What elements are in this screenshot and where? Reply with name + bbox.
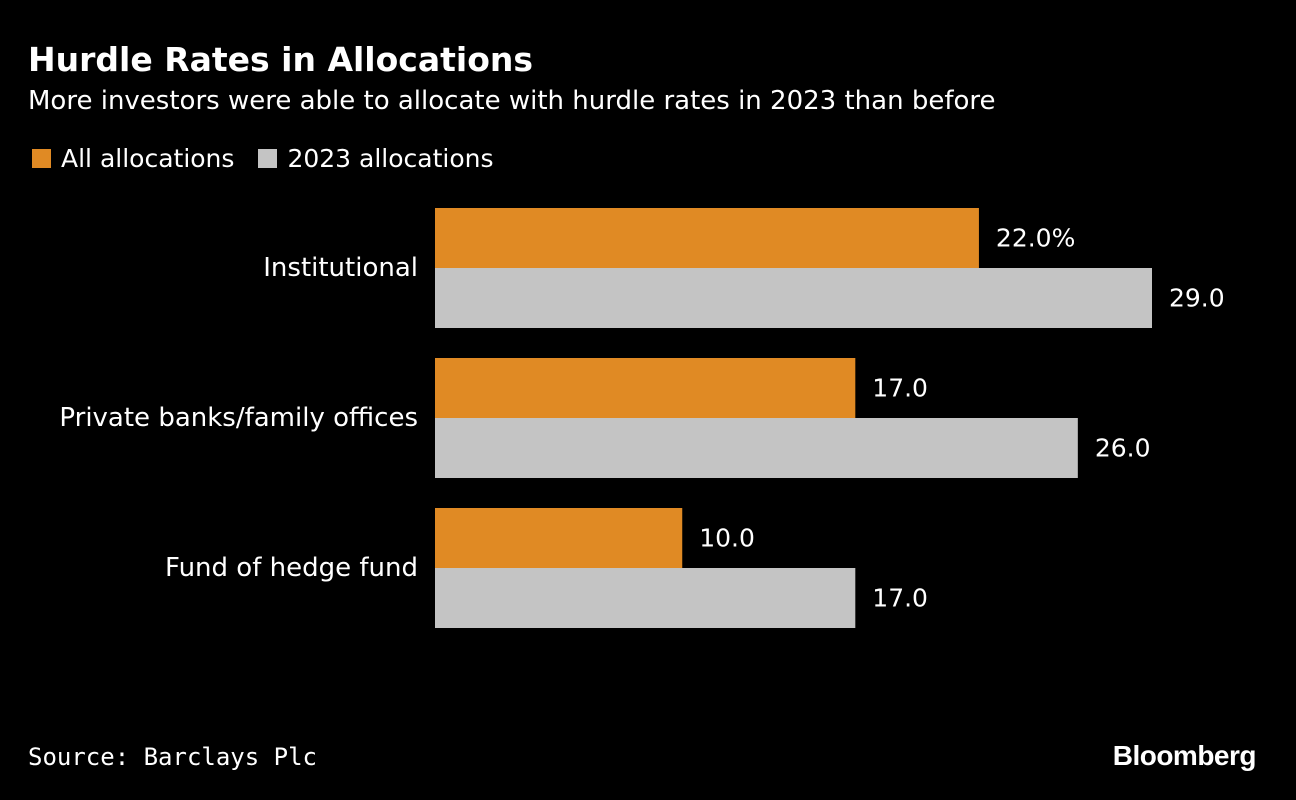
- legend-label-all-allocations: All allocations: [61, 143, 235, 173]
- bloomberg-logo: Bloomberg: [1112, 740, 1257, 771]
- bar-2023-allocations-private-banks-family-offices: [435, 418, 1078, 478]
- category-label-institutional: Institutional: [263, 253, 418, 283]
- bar-all-allocations-fund-of-hedge-fund: [435, 508, 683, 568]
- legend: All allocations 2023 allocations: [32, 140, 518, 176]
- value-label-all-allocations-private-banks-family-offices: 17.0: [872, 374, 928, 403]
- legend-swatch-2023-allocations: [258, 148, 278, 168]
- chart-title: Hurdle Rates in Allocations: [28, 40, 534, 79]
- category-label-private-banks-family-offices: Private banks/family offices: [59, 403, 418, 433]
- legend-item-2023-allocations: 2023 allocations: [258, 143, 494, 173]
- bar-all-allocations-institutional: [435, 208, 979, 268]
- legend-label-2023-allocations: 2023 allocations: [287, 143, 494, 173]
- chart-subtitle: More investors were able to allocate wit…: [28, 86, 996, 116]
- value-label-2023-allocations-private-banks-family-offices: 26.0: [1095, 434, 1151, 463]
- value-label-2023-allocations-fund-of-hedge-fund: 17.0: [872, 584, 928, 613]
- legend-swatch-all-allocations: [32, 148, 51, 168]
- bar-2023-allocations-fund-of-hedge-fund: [435, 568, 856, 628]
- category-label-fund-of-hedge-fund: Fund of hedge fund: [165, 553, 418, 583]
- value-label-2023-allocations-institutional: 29.0: [1169, 284, 1225, 313]
- value-label-all-allocations-fund-of-hedge-fund: 10.0: [699, 524, 755, 553]
- bar-2023-allocations-institutional: [435, 268, 1152, 328]
- bar-all-allocations-private-banks-family-offices: [435, 358, 856, 418]
- source-note: Source: Barclays Plc: [28, 743, 317, 771]
- value-label-all-allocations-institutional: 22.0%: [996, 224, 1075, 253]
- legend-item-all-allocations: All allocations: [32, 144, 234, 173]
